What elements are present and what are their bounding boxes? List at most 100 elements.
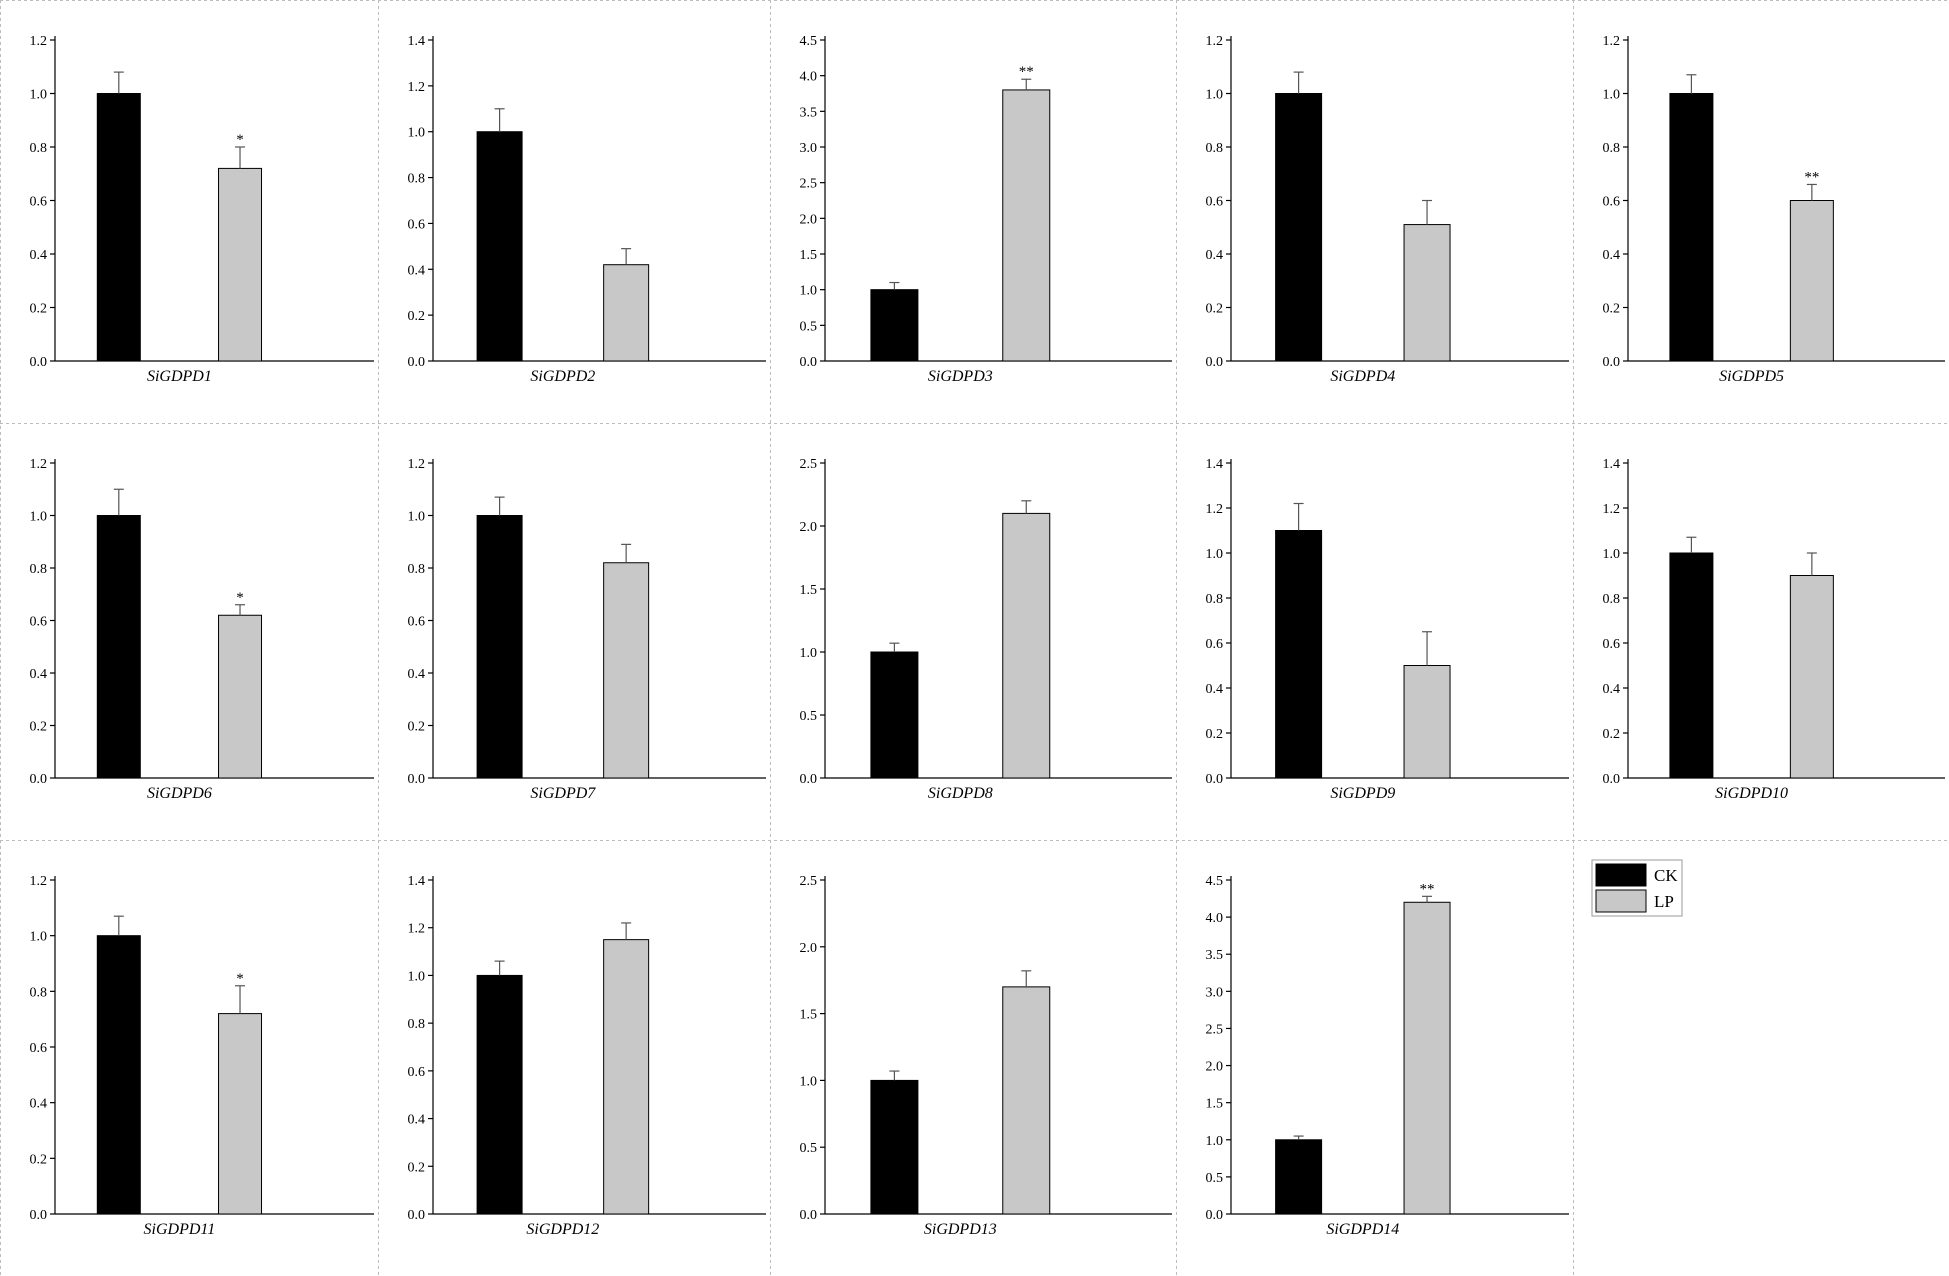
y-tick-label: 0.4 (408, 667, 426, 682)
y-tick-label: 0.5 (800, 709, 818, 724)
y-tick-label: 0.2 (408, 720, 426, 735)
bar-ck (870, 289, 919, 362)
bar-ck (1669, 93, 1714, 362)
x-axis-label: SiGDPD4 (1330, 368, 1395, 385)
y-tick-label: 1.4 (408, 874, 426, 889)
x-axis-label: SiGDPD11 (144, 1221, 216, 1238)
y-tick-label: 0.0 (1206, 355, 1224, 370)
x-axis-label: SiGDPD8 (928, 785, 993, 802)
y-tick-label: 0.8 (408, 562, 426, 577)
bar-lp (603, 939, 650, 1215)
y-tick-label: 0.2 (30, 720, 48, 735)
y-tick-label: 1.0 (1206, 88, 1224, 103)
y-tick-label: 2.5 (1206, 1022, 1224, 1037)
y-tick-label: 0.8 (1603, 141, 1621, 156)
chart-panel-sigdpd4: 0.0 0.2 0.4 0.6 0.8 1.0 1.2 SiGDPD4 (1206, 34, 1569, 385)
bar-lp (603, 562, 650, 779)
y-tick-label: 1.0 (30, 88, 48, 103)
bar-lp (1002, 512, 1051, 779)
bar-ck (870, 1079, 919, 1215)
y-tick-label: 2.5 (800, 874, 818, 889)
chart-panel-sigdpd12: 0.0 0.2 0.4 0.6 0.8 1.0 1.2 1.4 SiGDPD12 (408, 874, 766, 1238)
y-tick-label: 0.0 (800, 1208, 818, 1223)
legend-swatch-lp (1595, 889, 1647, 913)
y-tick-label: 0.4 (1603, 682, 1621, 697)
y-tick-label: 2.0 (800, 520, 818, 535)
y-tick-label: 1.2 (408, 80, 426, 95)
chart-panel-sigdpd1: 0.0 0.2 0.4 0.6 0.8 1.0 1.2 * SiGDPD1 (30, 34, 374, 385)
y-tick-label: 3.5 (1206, 948, 1224, 963)
y-tick-label: 0.8 (1206, 141, 1224, 156)
chart-panel-sigdpd13: 0.0 0.5 1.0 1.5 2.0 2.5 SiGDPD13 (800, 874, 1172, 1238)
y-tick-label: 0.6 (30, 1041, 48, 1056)
y-tick-label: 1.0 (1206, 1134, 1224, 1149)
y-tick-label: 0.2 (1603, 727, 1621, 742)
y-tick-label: 1.0 (800, 1074, 818, 1089)
y-tick-label: 0.6 (30, 195, 48, 210)
y-tick-label: 1.0 (408, 126, 426, 141)
bar-ck (476, 974, 523, 1215)
significance-mark: * (236, 971, 244, 987)
y-tick-label: 1.5 (800, 1008, 818, 1023)
y-tick-label: 0.5 (1206, 1171, 1224, 1186)
x-axis-label: SiGDPD5 (1719, 368, 1784, 385)
y-tick-label: 3.0 (800, 141, 818, 156)
chart-panel-sigdpd5: 0.0 0.2 0.4 0.6 0.8 1.0 1.2 ** SiGDPD5 (1603, 34, 1945, 385)
bar-ck (96, 935, 141, 1215)
y-tick-label: 4.0 (1206, 911, 1224, 926)
y-tick-label: 0.2 (408, 1160, 426, 1175)
chart-panel-sigdpd2: 0.0 0.2 0.4 0.6 0.8 1.0 1.2 1.4 SiGDPD2 (408, 34, 766, 385)
y-tick-label: 1.0 (1603, 547, 1621, 562)
y-tick-label: 1.0 (30, 510, 48, 525)
chart-panel-sigdpd14: 0.0 0.5 1.0 1.5 2.0 2.5 3.0 3.5 4.0 4.5 ** SiGDPD14 (1206, 874, 1569, 1238)
y-tick-label: 0.0 (30, 772, 48, 787)
y-tick-label: 0.0 (800, 355, 818, 370)
legend-label-ck: CK (1654, 866, 1678, 885)
y-tick-label: 1.0 (30, 930, 48, 945)
bar-ck (1275, 93, 1323, 362)
bar-lp (1403, 665, 1451, 779)
x-axis-label: SiGDPD7 (530, 785, 596, 802)
y-tick-label: 0.6 (1603, 637, 1621, 652)
y-tick-label: 0.6 (408, 615, 426, 630)
y-tick-label: 1.0 (800, 646, 818, 661)
y-tick-label: 0.4 (408, 263, 426, 278)
x-axis-label: SiGDPD13 (924, 1221, 997, 1238)
x-axis-label: SiGDPD3 (928, 368, 993, 385)
bar-lp (1403, 224, 1451, 362)
legend-swatch-ck (1595, 863, 1647, 887)
y-tick-label: 1.2 (30, 874, 48, 889)
y-tick-label: 1.5 (800, 583, 818, 598)
y-tick-label: 0.0 (1603, 355, 1621, 370)
bar-lp (218, 1013, 263, 1215)
chart-panel-sigdpd9: 0.0 0.2 0.4 0.6 0.8 1.0 1.2 1.4 SiGDPD9 (1206, 457, 1569, 802)
y-tick-label: 0.0 (408, 355, 426, 370)
y-tick-label: 1.2 (30, 457, 48, 472)
y-tick-label: 0.4 (1206, 682, 1224, 697)
y-tick-label: 0.6 (1603, 195, 1621, 210)
x-axis-label: SiGDPD2 (530, 368, 595, 385)
bar-ck (1275, 530, 1323, 779)
y-tick-label: 0.2 (30, 302, 48, 317)
y-tick-label: 1.2 (1603, 34, 1621, 49)
y-tick-label: 1.4 (1206, 457, 1224, 472)
y-tick-label: 0.0 (408, 1208, 426, 1223)
y-tick-label: 0.6 (408, 1065, 426, 1080)
y-tick-label: 1.5 (800, 248, 818, 263)
bar-ck (1669, 552, 1714, 779)
y-tick-label: 4.5 (800, 34, 818, 49)
legend-label-lp: LP (1654, 892, 1674, 911)
bar-lp (1789, 200, 1834, 362)
bar-lp (1002, 89, 1051, 362)
y-tick-label: 0.8 (30, 141, 48, 156)
y-tick-label: 0.4 (408, 1113, 426, 1128)
chart-panel-sigdpd8: 0.0 0.5 1.0 1.5 2.0 2.5 SiGDPD8 (800, 457, 1172, 802)
y-tick-label: 3.5 (800, 105, 818, 120)
y-tick-label: 0.0 (800, 772, 818, 787)
y-tick-label: 0.2 (30, 1152, 48, 1167)
y-tick-label: 0.6 (408, 217, 426, 232)
y-tick-label: 2.0 (800, 212, 818, 227)
bar-ck (1275, 1139, 1323, 1215)
y-tick-label: 0.0 (408, 772, 426, 787)
y-tick-label: 1.4 (408, 34, 426, 49)
